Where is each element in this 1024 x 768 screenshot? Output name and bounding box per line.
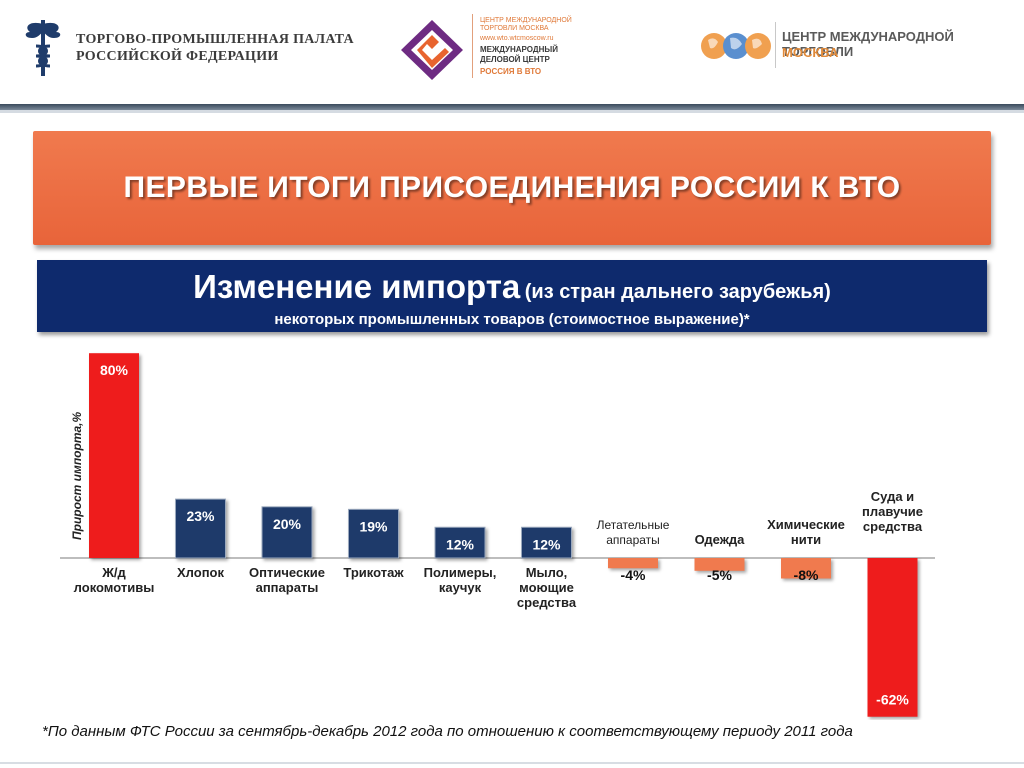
category-label-5-0: Мыло, xyxy=(526,565,568,580)
center-url[interactable]: www.wto.wtcmoscow.ru xyxy=(480,35,554,42)
chamber-name-line1: ТОРГОВО-ПРОМЫШЛЕННАЯ ПАЛАТА xyxy=(76,32,354,47)
value-label-0: 80% xyxy=(100,362,129,378)
category-label-6-1: аппараты xyxy=(606,533,660,547)
category-label-8-1: нити xyxy=(791,532,821,547)
category-label-5-2: средства xyxy=(517,595,577,610)
category-label-2-0: Оптические xyxy=(249,565,325,580)
subtitle-line1: Изменение импорта (из стран дальнего зар… xyxy=(37,268,987,306)
subtitle-paren: (из стран дальнего зарубежья) xyxy=(524,281,831,303)
subtitle-box: Изменение импорта (из стран дальнего зар… xyxy=(37,260,987,332)
business-center-logo-icon xyxy=(401,20,463,80)
subtitle-line2: некоторых промышленных товаров (стоимост… xyxy=(274,311,750,328)
value-label-9: -62% xyxy=(876,692,909,708)
center-bold-line2: ДЕЛОВОЙ ЦЕНТР xyxy=(480,55,550,64)
category-label-4-0: Полимеры, xyxy=(424,565,497,580)
bar-6 xyxy=(608,558,658,569)
category-label-5-1: моющие xyxy=(519,580,574,595)
bar-2 xyxy=(261,506,313,559)
value-label-1: 23% xyxy=(186,508,215,524)
value-label-4: 12% xyxy=(446,536,475,552)
category-label-0-1: локомотивы xyxy=(74,580,155,595)
value-label-8: -8% xyxy=(794,567,819,583)
value-label-7: -5% xyxy=(707,567,732,583)
bar-1 xyxy=(175,498,226,559)
wtc-divider xyxy=(775,22,776,68)
bar-9 xyxy=(867,558,918,717)
category-label-9-2: средства xyxy=(863,519,923,534)
bar-4 xyxy=(434,526,486,559)
wtc-globes-icon xyxy=(701,33,771,59)
category-label-9-1: плавучие xyxy=(862,504,923,519)
logo-divider xyxy=(472,14,473,78)
chamber-emblem-icon xyxy=(25,20,61,76)
chamber-name-line2: РОССИЙСКОЙ ФЕДЕРАЦИИ xyxy=(76,49,279,64)
title-banner: ПЕРВЫЕ ИТОГИ ПРИСОЕДИНЕНИЯ РОССИИ К ВТО xyxy=(33,131,991,245)
footnote: *По данным ФТС России за сентябрь-декабр… xyxy=(42,723,853,740)
page-title: ПЕРВЫЕ ИТОГИ ПРИСОЕДИНЕНИЯ РОССИИ К ВТО xyxy=(123,171,901,204)
category-label-6-0: Летательные xyxy=(597,518,670,532)
category-label-7-0: Одежда xyxy=(695,532,746,547)
value-label-3: 19% xyxy=(359,518,388,534)
category-label-8-0: Химические xyxy=(767,517,845,532)
center-small-line1: ЦЕНТР МЕЖДУНАРОДНОЙ xyxy=(480,17,572,24)
subtitle-main: Изменение импорта xyxy=(193,268,521,305)
bottom-rule xyxy=(0,762,1024,764)
category-label-1-0: Хлопок xyxy=(177,565,224,580)
category-label-2-1: аппараты xyxy=(256,580,319,595)
category-label-0-0: Ж/д xyxy=(101,565,126,580)
category-label-9-0: Суда и xyxy=(871,489,914,504)
header: ТОРГОВО-ПРОМЫШЛЕННАЯ ПАЛАТА РОССИЙСКОЙ Ф… xyxy=(0,0,1024,104)
bar-3 xyxy=(348,508,399,559)
category-label-4-1: каучук xyxy=(439,580,482,595)
bar-7 xyxy=(694,558,745,571)
category-label-3-0: Трикотаж xyxy=(343,565,404,580)
center-small-line2: ТОРГОВЛИ МОСКВА xyxy=(480,25,549,32)
header-rule-light xyxy=(0,110,1024,113)
center-orange-line: РОССИЯ В ВТО xyxy=(480,67,542,76)
value-label-5: 12% xyxy=(532,536,561,552)
value-label-2: 20% xyxy=(273,516,302,532)
value-label-6: -4% xyxy=(621,567,646,583)
bar-0 xyxy=(89,353,139,558)
bar-5 xyxy=(521,526,572,559)
center-bold-line1: МЕЖДУНАРОДНЫЙ xyxy=(480,45,558,54)
wtc-name-line1: ЦЕНТР МЕЖДУНАРОДНОЙ ТОРГОВЛИ xyxy=(782,29,954,59)
bar-8 xyxy=(781,558,831,579)
import-change-chart: 80%Ж/длокомотивы23%Хлопок20%Оптическиеап… xyxy=(60,353,935,717)
header-rule xyxy=(0,104,1024,110)
wtc-name-line2: МОСКВА xyxy=(782,45,839,60)
